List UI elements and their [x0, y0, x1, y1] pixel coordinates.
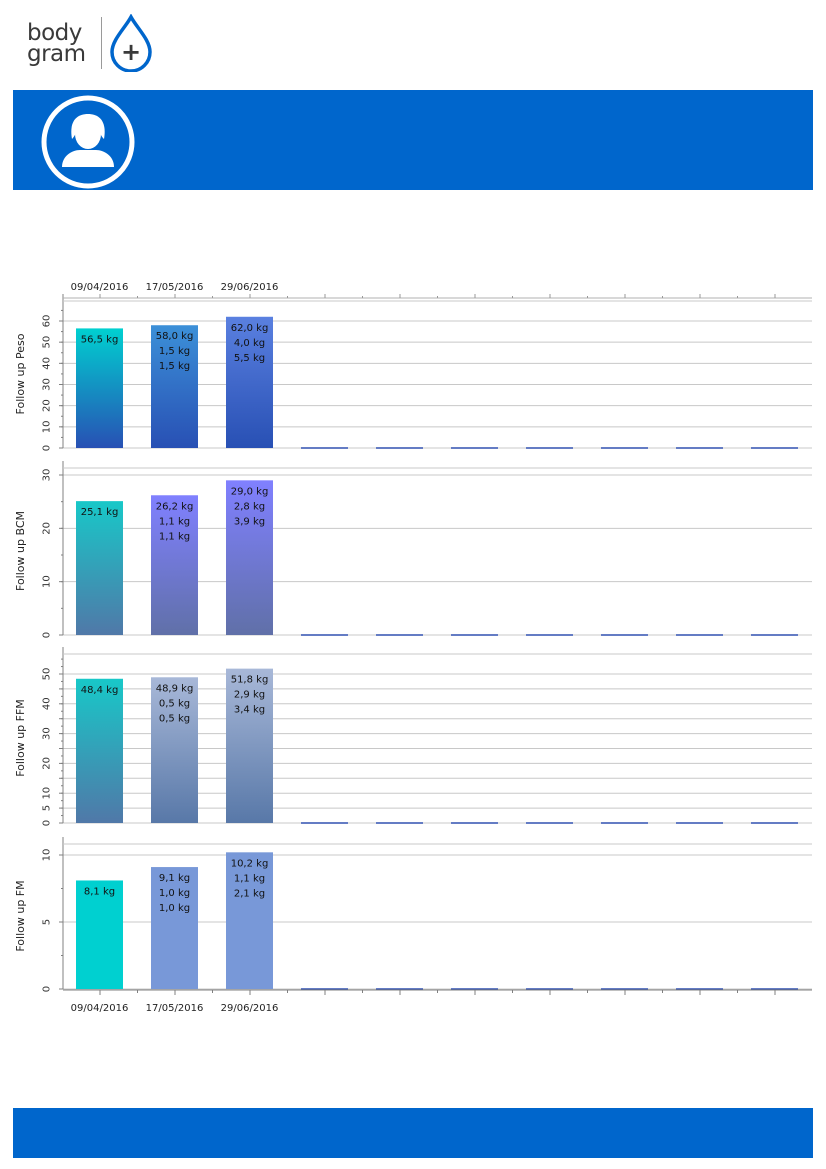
- bottom-date-label: 17/05/2016: [146, 1003, 204, 1014]
- bar-data-label: 2,1 kg: [234, 888, 265, 899]
- bar: [151, 677, 198, 823]
- y-tick-label: 30: [42, 727, 53, 740]
- bar-data-label: 56,5 kg: [81, 334, 119, 345]
- y-axis-label: Follow up FFM: [14, 699, 27, 777]
- bar: [226, 316, 273, 448]
- bar-data-label: 48,4 kg: [81, 685, 119, 696]
- y-axis-label: Follow up BCM: [14, 511, 27, 591]
- chart-3: 0 5 10 Follow up FM 8,1 kg 9,1 kg 1,0 kg 1,0 kg…: [14, 837, 812, 992]
- female-user-avatar-icon: [41, 95, 135, 189]
- bar-data-label: 4,0 kg: [234, 338, 265, 349]
- bar-data-label: 8,1 kg: [84, 886, 115, 897]
- top-date-label: 29/06/2016: [221, 282, 279, 293]
- logo: body gram +: [27, 14, 157, 74]
- bar-data-label: 1,5 kg: [159, 346, 190, 357]
- water-drop-plus-icon: +: [110, 14, 152, 72]
- bar-data-label: 1,1 kg: [159, 516, 190, 527]
- y-axis-label: Follow up FM: [14, 880, 27, 951]
- bar: [76, 501, 123, 635]
- bar-data-label: 1,1 kg: [159, 531, 190, 542]
- y-tick-label: 60: [42, 315, 53, 328]
- bar-data-label: 2,9 kg: [234, 690, 265, 701]
- bottom-date-label: 09/04/2016: [71, 1003, 129, 1014]
- bar-data-label: 3,4 kg: [234, 705, 265, 716]
- y-tick-label: 30: [42, 378, 53, 391]
- bar: [76, 678, 123, 823]
- y-tick-label: 0: [42, 632, 53, 638]
- bar-data-label: 51,8 kg: [231, 675, 269, 686]
- y-tick-label: 0: [42, 986, 53, 992]
- bar-data-label: 1,1 kg: [234, 873, 265, 884]
- bar-data-label: 10,2 kg: [231, 858, 269, 869]
- bar-data-label: 25,1 kg: [81, 507, 119, 518]
- bar: [151, 867, 198, 989]
- y-tick-label: 5: [42, 805, 53, 811]
- bar-data-label: 1,0 kg: [159, 888, 190, 899]
- bar-data-label: 62,0 kg: [231, 323, 269, 334]
- bar: [226, 852, 273, 989]
- y-tick-label: 5: [42, 919, 53, 925]
- bar-data-label: 1,5 kg: [159, 361, 190, 372]
- y-tick-label: 20: [42, 399, 53, 412]
- chart-0: 0 10 20 30 40 50 60 Follow up Peso 56,5 kg 58,0 k…: [14, 294, 812, 451]
- bar: [76, 880, 123, 989]
- bar-data-label: 0,5 kg: [159, 713, 190, 724]
- y-tick-label: 10: [42, 787, 53, 800]
- bar-data-label: 48,9 kg: [156, 683, 194, 694]
- bar-data-label: 9,1 kg: [159, 873, 190, 884]
- bar-data-label: 3,9 kg: [234, 516, 265, 527]
- bar-data-label: 29,0 kg: [231, 486, 269, 497]
- chart-2: 0 5 10 20 30 40 50 Follow up FFM 48,4 kg 48,9 kg 0…: [14, 647, 812, 826]
- bar-data-label: 5,5 kg: [234, 353, 265, 364]
- y-tick-label: 20: [42, 757, 53, 770]
- y-tick-label: 0: [42, 820, 53, 826]
- y-tick-label: 50: [42, 336, 53, 349]
- y-axis-label: Follow up Peso: [14, 333, 27, 414]
- bar-data-label: 2,8 kg: [234, 501, 265, 512]
- y-tick-label: 10: [42, 420, 53, 433]
- bar-data-label: 1,0 kg: [159, 903, 190, 914]
- chart-1: 0 10 20 30 Follow up BCM 25,1 kg 26,2 kg 1,1 kg…: [14, 461, 812, 638]
- y-tick-label: 0: [42, 445, 53, 451]
- y-tick-label: 50: [42, 668, 53, 681]
- bar-data-label: 0,5 kg: [159, 698, 190, 709]
- y-tick-label: 30: [42, 469, 53, 482]
- logo-word-body: body: [27, 20, 82, 46]
- bar: [226, 668, 273, 823]
- y-tick-label: 40: [42, 697, 53, 710]
- footer-band: [13, 1108, 813, 1158]
- bar: [151, 325, 198, 448]
- top-date-label: 17/05/2016: [146, 282, 204, 293]
- logo-word-gram: gram: [27, 41, 86, 67]
- bar: [151, 495, 198, 635]
- logo-plus-symbol: +: [121, 38, 141, 66]
- bar-data-label: 26,2 kg: [156, 501, 194, 512]
- y-tick-label: 10: [42, 575, 53, 588]
- bar-data-label: 58,0 kg: [156, 331, 194, 342]
- bar: [76, 328, 123, 448]
- bottom-date-label: 29/06/2016: [221, 1003, 279, 1014]
- y-tick-label: 10: [42, 849, 53, 862]
- logo-divider: [101, 17, 102, 69]
- y-tick-label: 40: [42, 357, 53, 370]
- top-date-label: 09/04/2016: [71, 282, 129, 293]
- y-tick-label: 20: [42, 522, 53, 535]
- header-band: [13, 90, 813, 190]
- bar: [226, 480, 273, 635]
